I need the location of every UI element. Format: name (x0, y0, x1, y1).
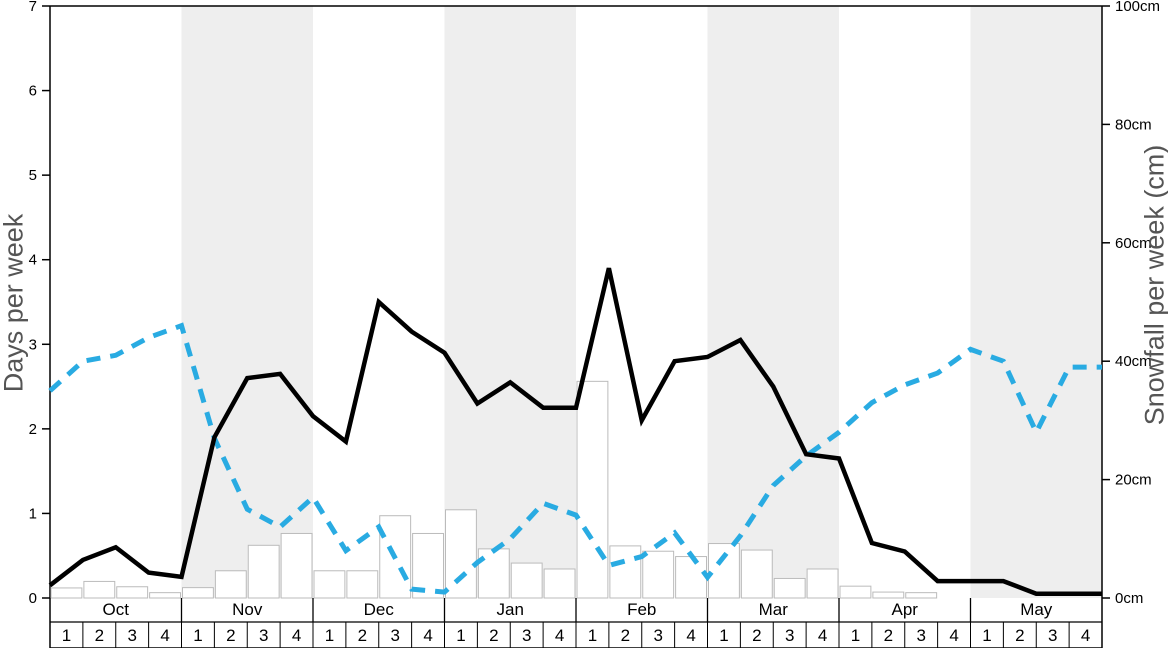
svg-text:3: 3 (785, 626, 794, 645)
svg-text:1: 1 (982, 626, 991, 645)
svg-text:Apr: Apr (892, 600, 919, 619)
svg-text:4: 4 (29, 252, 37, 269)
svg-text:3: 3 (127, 626, 136, 645)
svg-text:1: 1 (851, 626, 860, 645)
svg-text:6: 6 (29, 83, 37, 100)
svg-text:5: 5 (29, 167, 37, 184)
svg-text:1: 1 (719, 626, 728, 645)
svg-text:1: 1 (62, 626, 71, 645)
svg-text:4: 4 (555, 626, 564, 645)
svg-text:Jan: Jan (497, 600, 524, 619)
svg-text:4: 4 (292, 626, 301, 645)
svg-text:Feb: Feb (627, 600, 656, 619)
svg-text:4: 4 (686, 626, 695, 645)
svg-text:0: 0 (29, 590, 37, 607)
svg-text:May: May (1020, 600, 1053, 619)
svg-text:1: 1 (588, 626, 597, 645)
svg-text:4: 4 (818, 626, 827, 645)
svg-text:4: 4 (160, 626, 169, 645)
svg-text:3: 3 (259, 626, 268, 645)
svg-text:4: 4 (1081, 626, 1090, 645)
svg-text:100cm: 100cm (1115, 0, 1160, 15)
svg-text:3: 3 (653, 626, 662, 645)
svg-text:0cm: 0cm (1115, 590, 1143, 607)
svg-text:Dec: Dec (364, 600, 395, 619)
svg-text:1: 1 (29, 505, 37, 522)
svg-text:1: 1 (193, 626, 202, 645)
svg-text:3: 3 (29, 336, 37, 353)
svg-text:3: 3 (390, 626, 399, 645)
svg-text:Mar: Mar (759, 600, 789, 619)
svg-text:3: 3 (916, 626, 925, 645)
svg-text:7: 7 (29, 0, 37, 15)
svg-text:20cm: 20cm (1115, 472, 1152, 489)
svg-text:2: 2 (752, 626, 761, 645)
svg-text:2: 2 (358, 626, 367, 645)
svg-text:2: 2 (226, 626, 235, 645)
svg-text:80cm: 80cm (1115, 116, 1152, 133)
svg-text:3: 3 (1048, 626, 1057, 645)
svg-text:1: 1 (456, 626, 465, 645)
svg-text:2: 2 (884, 626, 893, 645)
svg-text:2: 2 (621, 626, 630, 645)
svg-text:2: 2 (95, 626, 104, 645)
svg-text:2: 2 (489, 626, 498, 645)
svg-text:3: 3 (522, 626, 531, 645)
svg-text:Nov: Nov (232, 600, 263, 619)
svg-text:1: 1 (325, 626, 334, 645)
svg-text:2: 2 (29, 421, 37, 438)
svg-text:4: 4 (423, 626, 432, 645)
svg-text:Oct: Oct (103, 600, 130, 619)
svg-text:4: 4 (949, 626, 958, 645)
svg-text:2: 2 (1015, 626, 1024, 645)
